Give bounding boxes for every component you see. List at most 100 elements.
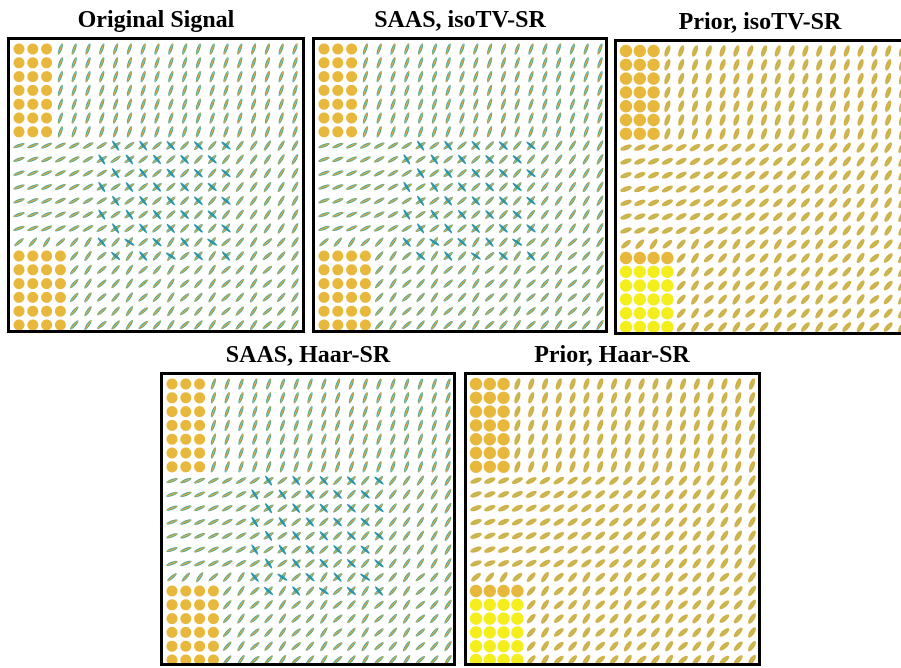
- glyph: [13, 319, 25, 330]
- glyph: [633, 265, 646, 278]
- glyph: [373, 211, 385, 218]
- glyph: [319, 517, 329, 527]
- glyph: [138, 307, 148, 316]
- glyph: [666, 461, 673, 473]
- glyph: [498, 532, 510, 540]
- glyph: [168, 70, 174, 83]
- glyph: [748, 419, 756, 432]
- glyph: [514, 392, 521, 404]
- glyph: [760, 86, 768, 99]
- glyph: [497, 405, 510, 418]
- glyph: [54, 211, 66, 218]
- glyph: [194, 654, 206, 663]
- glyph: [125, 319, 134, 330]
- glyph: [499, 279, 508, 289]
- glyph: [249, 292, 258, 303]
- glyph: [430, 614, 439, 624]
- glyph: [748, 502, 756, 514]
- glyph: [305, 544, 315, 555]
- glyph: [346, 112, 358, 124]
- glyph: [346, 142, 358, 149]
- glyph: [277, 251, 286, 261]
- glyph: [319, 558, 329, 568]
- glyph: [361, 476, 370, 486]
- glyph: [85, 43, 91, 55]
- glyph: [528, 419, 535, 432]
- glyph: [13, 126, 25, 138]
- glyph: [718, 280, 727, 291]
- glyph: [483, 598, 496, 611]
- glyph: [70, 279, 79, 289]
- glyph: [514, 112, 520, 124]
- glyph: [389, 278, 397, 289]
- glyph: [815, 252, 824, 264]
- glyph: [55, 238, 66, 247]
- glyph: [647, 100, 660, 113]
- glyph: [623, 585, 632, 597]
- glyph: [633, 86, 646, 99]
- glyph: [418, 70, 424, 83]
- glyph: [567, 307, 578, 316]
- glyph: [595, 559, 606, 568]
- glyph: [318, 98, 330, 110]
- glyph: [319, 545, 329, 554]
- glyph: [82, 156, 94, 163]
- glyph: [843, 128, 850, 140]
- glyph: [828, 239, 838, 249]
- glyph: [648, 213, 660, 220]
- glyph: [705, 59, 712, 71]
- glyph: [497, 433, 510, 446]
- glyph: [166, 585, 178, 597]
- glyph: [167, 573, 177, 582]
- glyph: [733, 45, 740, 57]
- glyph: [418, 112, 424, 124]
- glyph: [321, 419, 327, 432]
- glyph: [514, 433, 521, 445]
- glyph: [390, 57, 396, 69]
- glyph: [430, 250, 439, 262]
- glyph: [692, 489, 701, 500]
- glyph: [801, 308, 810, 318]
- glyph: [443, 210, 454, 219]
- glyph: [553, 476, 565, 485]
- glyph: [362, 57, 368, 69]
- glyph: [444, 475, 452, 486]
- glyph: [347, 489, 356, 499]
- glyph: [194, 392, 206, 404]
- glyph: [733, 586, 743, 596]
- glyph: [609, 531, 619, 541]
- glyph: [553, 559, 565, 568]
- glyph: [13, 250, 25, 262]
- glyph: [445, 98, 451, 110]
- glyph: [484, 251, 495, 261]
- glyph: [484, 237, 495, 247]
- glyph: [528, 447, 535, 459]
- glyph: [815, 321, 824, 332]
- glyph: [487, 98, 493, 110]
- glyph: [483, 446, 496, 460]
- glyph: [514, 461, 521, 473]
- glyph: [676, 280, 686, 291]
- glyph: [542, 57, 548, 69]
- glyph: [828, 184, 838, 194]
- glyph: [319, 531, 329, 541]
- glyph: [623, 531, 633, 541]
- glyph: [348, 392, 354, 404]
- glyph: [526, 182, 536, 192]
- glyph: [759, 184, 769, 194]
- glyph: [140, 126, 146, 138]
- glyph: [829, 86, 837, 99]
- glyph: [42, 237, 51, 248]
- glyph: [54, 264, 66, 276]
- glyph: [760, 114, 768, 126]
- glyph: [291, 209, 299, 220]
- glyph: [390, 126, 396, 138]
- glyph: [829, 114, 837, 126]
- glyph: [885, 128, 892, 140]
- glyph: [97, 251, 107, 261]
- glyph: [470, 518, 482, 526]
- glyph: [277, 154, 285, 165]
- glyph: [898, 156, 901, 167]
- glyph: [706, 558, 715, 569]
- glyph: [620, 185, 632, 193]
